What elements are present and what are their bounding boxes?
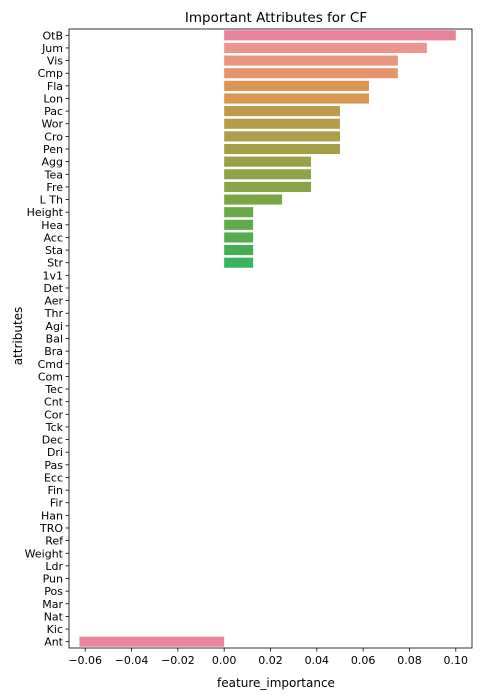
- y-tick-label-dec: Dec: [42, 434, 63, 447]
- y-tick-label-tck: Tck: [45, 421, 64, 434]
- x-tick-label: −0.04: [115, 654, 149, 667]
- y-tick-label-fre: Fre: [46, 181, 63, 194]
- y-tick-label-otb: OtB: [42, 29, 63, 42]
- y-ticks-group: OtBJumVisCmpFlaLonPacWorCroPenAggTeaFreL…: [25, 29, 69, 649]
- x-tick-label: −0.06: [68, 654, 102, 667]
- y-tick-label-cmp: Cmp: [38, 67, 63, 80]
- bar-cro: [224, 131, 340, 142]
- y-tick-label-tea: Tea: [44, 168, 63, 181]
- y-tick-label-wor: Wor: [42, 118, 64, 131]
- y-tick-label-nat: Nat: [44, 610, 64, 623]
- bar-agg: [224, 156, 312, 167]
- bar-lon: [224, 93, 369, 104]
- y-tick-label-fir: Fir: [50, 497, 64, 510]
- y-tick-label-det: Det: [43, 282, 63, 295]
- y-tick-label-agg: Agg: [42, 156, 64, 169]
- y-tick-label-cor: Cor: [44, 408, 63, 421]
- y-tick-label-sta: Sta: [45, 244, 63, 257]
- bar-ant: [79, 636, 225, 647]
- chart-title: Important Attributes for CF: [185, 10, 367, 26]
- y-tick-label-tro: TRO: [39, 522, 63, 535]
- y-tick-label-vis: Vis: [47, 55, 63, 68]
- bar-pac: [224, 106, 340, 117]
- y-tick-label-fin: Fin: [47, 484, 63, 497]
- x-tick-label: 0.10: [444, 654, 469, 667]
- bar-l-th: [224, 194, 283, 205]
- x-tick-label: 0.06: [351, 654, 376, 667]
- bar-fla: [224, 80, 369, 91]
- y-tick-label-lon: Lon: [43, 92, 63, 105]
- y-tick-label-fla: Fla: [47, 80, 63, 93]
- bar-pen: [224, 143, 340, 155]
- bars-group: [79, 30, 456, 647]
- plot-frame: [68, 28, 473, 649]
- y-tick-label-agi: Agi: [45, 320, 63, 333]
- y-tick-label-cro: Cro: [44, 130, 63, 143]
- y-tick-label-pun: Pun: [43, 573, 63, 586]
- bar-tea: [224, 169, 312, 180]
- y-tick-label-bal: Bal: [46, 333, 63, 346]
- y-tick-label-acc: Acc: [44, 231, 63, 244]
- y-tick-label-han: Han: [41, 509, 63, 522]
- y-tick-label-tec: Tec: [44, 383, 63, 396]
- bar-sta: [224, 245, 254, 256]
- y-tick-label-bra: Bra: [44, 345, 63, 358]
- bar-wor: [224, 118, 340, 129]
- y-tick-label-dri: Dri: [47, 446, 63, 459]
- y-tick-label-cnt: Cnt: [44, 396, 64, 409]
- y-tick-label-hea: Hea: [41, 219, 63, 232]
- y-tick-label-com: Com: [38, 370, 63, 383]
- y-tick-label-cmd: Cmd: [38, 358, 63, 371]
- y-tick-label-ecc: Ecc: [44, 471, 63, 484]
- y-tick-label-weight: Weight: [25, 547, 64, 560]
- bar-str: [224, 257, 254, 268]
- y-tick-label-1v1: 1v1: [42, 269, 63, 282]
- y-axis-label: attributes: [11, 307, 25, 366]
- y-tick-label-ldr: Ldr: [45, 560, 63, 573]
- y-tick-label-pac: Pac: [44, 105, 63, 118]
- y-tick-label-thr: Thr: [44, 307, 64, 320]
- y-tick-label-height: Height: [27, 206, 64, 219]
- y-tick-label-l-th: L Th: [40, 194, 63, 207]
- y-tick-label-pas: Pas: [44, 459, 63, 472]
- y-tick-label-str: Str: [47, 257, 63, 270]
- x-tick-label: −0.02: [161, 654, 195, 667]
- bar-cmp: [224, 68, 398, 79]
- x-tick-label: 0.04: [305, 654, 330, 667]
- x-tick-label: 0.08: [397, 654, 422, 667]
- bar-fre: [224, 181, 312, 192]
- bar-height: [224, 207, 254, 218]
- bar-vis: [224, 55, 398, 66]
- x-ticks-group: −0.06 −0.04 −0.02 0.00 0.02 0.04 0.06 0.08 0.10: [68, 648, 468, 667]
- y-tick-label-pen: Pen: [43, 143, 63, 156]
- bar-jum: [224, 42, 427, 54]
- y-tick-label-kic: Kic: [47, 623, 63, 636]
- y-tick-label-ant: Ant: [44, 636, 63, 649]
- y-tick-label-pos: Pos: [44, 585, 63, 598]
- y-tick-label-ref: Ref: [45, 535, 64, 548]
- x-tick-label: 0.02: [258, 654, 283, 667]
- bar-acc: [224, 232, 254, 243]
- bar-hea: [224, 219, 254, 230]
- y-tick-label-aer: Aer: [44, 295, 63, 308]
- x-tick-label: 0.00: [212, 654, 237, 667]
- y-tick-label-jum: Jum: [41, 42, 63, 55]
- x-axis-label: feature_importance: [217, 676, 335, 690]
- bar-otb: [224, 30, 456, 41]
- y-tick-label-mar: Mar: [42, 598, 63, 611]
